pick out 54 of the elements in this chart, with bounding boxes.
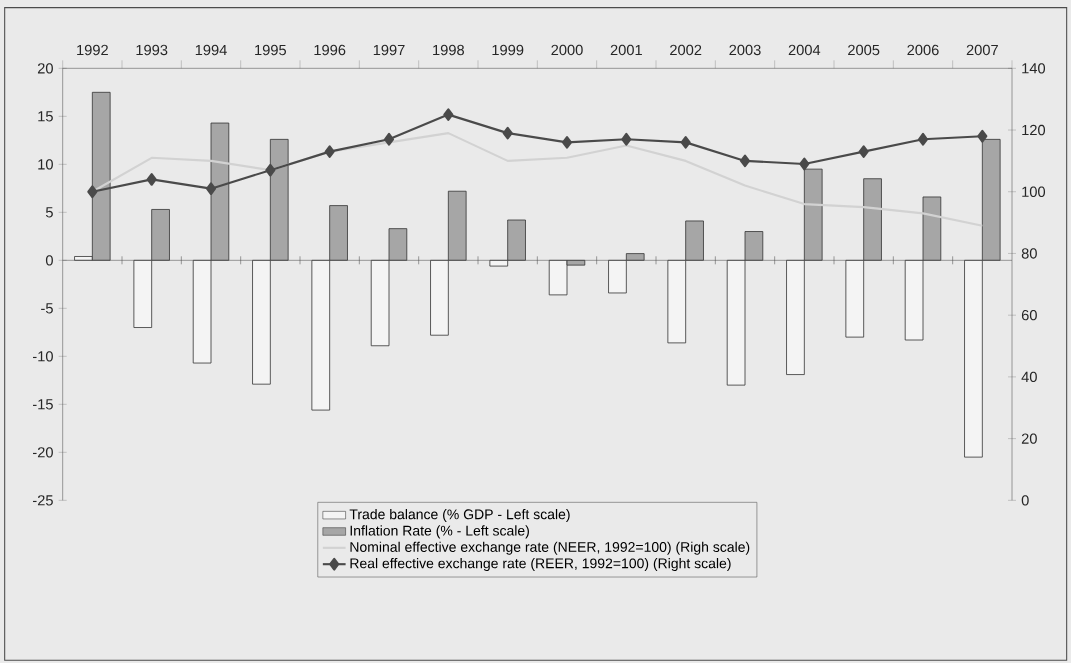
point — [680, 135, 691, 149]
y2-tick-label: 0 — [1021, 495, 1029, 506]
y2-tick-label: 60 — [1021, 310, 1037, 321]
point — [799, 157, 810, 171]
x-tick-label: 2007 — [966, 44, 998, 56]
x-tick-label: 2001 — [610, 44, 642, 56]
point — [621, 132, 632, 146]
x-tick-label: 1993 — [136, 44, 168, 56]
y2-tick-label: 100 — [1022, 186, 1046, 197]
y-tick-label: 5 — [45, 207, 53, 218]
point — [324, 145, 335, 159]
x-tick-label: 2002 — [670, 44, 702, 56]
point — [265, 163, 276, 177]
x-tick-label: 1998 — [433, 44, 464, 56]
x-tick-label: 2006 — [907, 44, 939, 56]
y-tick-label: 10 — [38, 159, 53, 170]
point — [977, 129, 988, 143]
x-tick-label: 1997 — [373, 44, 405, 56]
y-tick-label: 0 — [45, 255, 53, 266]
y2-tick-label: 80 — [1021, 248, 1037, 259]
point — [561, 135, 573, 149]
y-tick-label: -25 — [32, 495, 53, 506]
y-tick-label: 20 — [37, 63, 53, 74]
y-tick-label: -10 — [32, 351, 53, 362]
point — [858, 145, 869, 159]
y2-tick-label: 120 — [1022, 124, 1046, 136]
point — [205, 182, 217, 196]
x-tick-label: 1992 — [77, 44, 108, 56]
x-tick-label: 1994 — [195, 44, 227, 56]
point — [917, 132, 929, 146]
x-tick-label: 2000 — [551, 44, 583, 56]
y2-tick-label: 140 — [1022, 63, 1046, 74]
point — [502, 126, 513, 140]
y2-tick-label: 40 — [1021, 371, 1037, 383]
y-tick-label: -20 — [32, 447, 53, 458]
legend-label: Nominal effective exchange rate (NEER, 1992=100) (Righ scale) — [350, 541, 750, 555]
y-tick-label: -5 — [41, 303, 53, 314]
x-tick-label: 2005 — [848, 44, 880, 56]
x-tick-label: 1996 — [314, 44, 346, 56]
legend-label: Trade balance (% GDP - Left scale) — [349, 508, 570, 523]
y-tick-label: -15 — [32, 399, 53, 410]
x-tick-label: 2003 — [729, 44, 761, 56]
y-tick-label: 15 — [38, 111, 53, 122]
x-tick-label: 1995 — [255, 44, 287, 56]
x-tick-label: 1999 — [492, 44, 524, 56]
legend-label: Real effective exchange rate (REER, 1992=100) (Right scale) — [350, 558, 731, 572]
x-tick-label: 2004 — [788, 44, 821, 56]
legend-label: Inflation Rate (% - Left scale) — [350, 525, 529, 539]
point — [739, 154, 751, 168]
y2-tick-label: 20 — [1021, 433, 1037, 444]
point — [443, 108, 454, 122]
point — [87, 185, 98, 199]
point — [383, 132, 395, 146]
point — [146, 173, 157, 186]
